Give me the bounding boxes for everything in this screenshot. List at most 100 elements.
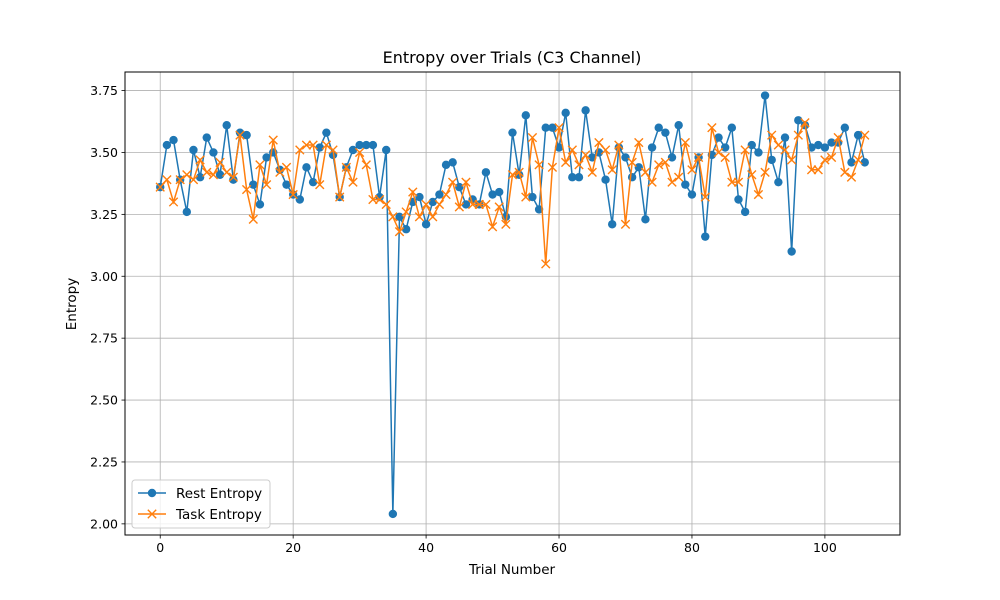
y-tick-label: 2.25 xyxy=(90,454,118,469)
data-point xyxy=(580,150,591,160)
data-point xyxy=(587,167,597,177)
data-point xyxy=(388,212,398,222)
y-tick-label: 3.25 xyxy=(90,207,118,222)
data-point xyxy=(527,132,538,143)
data-point xyxy=(428,212,438,222)
data-point xyxy=(308,140,318,150)
data-point xyxy=(660,157,671,168)
data-point xyxy=(261,179,272,190)
data-point xyxy=(687,190,697,199)
data-point xyxy=(574,160,584,170)
data-point xyxy=(288,189,298,200)
data-point xyxy=(222,121,231,130)
data-point xyxy=(235,128,245,137)
data-point xyxy=(760,167,770,177)
data-point xyxy=(568,173,577,182)
data-point xyxy=(321,140,332,150)
data-point xyxy=(315,143,324,152)
data-point xyxy=(494,202,504,212)
data-point xyxy=(368,140,378,150)
data-point xyxy=(760,91,770,100)
legend-swatch-marker xyxy=(147,509,157,519)
data-point xyxy=(328,145,338,155)
data-point xyxy=(215,157,225,168)
data-point xyxy=(747,140,756,150)
axis-ticks: 0 20 40 60 80 100 2.00 2.25 2.50 2.75 3.00 3.25 3.50… xyxy=(90,83,837,555)
data-point xyxy=(262,153,271,162)
data-point xyxy=(567,145,578,155)
data-point xyxy=(255,160,265,170)
data-point xyxy=(401,207,411,217)
data-point xyxy=(534,160,544,170)
data-point xyxy=(548,123,557,132)
data-point xyxy=(362,140,371,150)
data-point xyxy=(687,165,697,175)
data-point xyxy=(787,247,796,256)
data-point xyxy=(168,197,179,207)
data-point xyxy=(773,140,784,150)
data-point xyxy=(641,215,650,224)
data-point xyxy=(528,192,537,202)
data-point xyxy=(853,130,863,140)
data-point xyxy=(461,200,471,209)
data-point xyxy=(627,157,637,168)
data-point xyxy=(447,177,458,187)
data-point xyxy=(182,207,192,217)
data-point xyxy=(740,207,750,217)
data-point xyxy=(428,197,437,207)
data-point xyxy=(441,160,451,170)
data-point xyxy=(248,214,258,225)
series-task-entropy xyxy=(155,118,870,269)
x-tick-label: 100 xyxy=(813,540,837,555)
data-point xyxy=(634,137,644,148)
plot-area-frame xyxy=(124,71,901,536)
data-point xyxy=(681,180,690,189)
y-tick-label: 2.50 xyxy=(90,393,118,408)
x-tick-label: 40 xyxy=(418,540,434,555)
y-tick-label: 3.00 xyxy=(90,269,118,284)
data-point xyxy=(488,190,497,199)
data-point xyxy=(454,202,465,212)
data-point xyxy=(202,133,211,142)
data-point xyxy=(547,162,558,173)
data-point xyxy=(202,167,212,177)
data-point xyxy=(348,145,358,155)
grid-lines xyxy=(125,72,900,535)
data-point xyxy=(162,140,172,150)
data-point xyxy=(720,152,730,163)
data-point xyxy=(734,195,743,204)
data-point xyxy=(195,155,205,165)
data-point xyxy=(800,118,810,128)
legend-item: Task Entropy xyxy=(138,507,262,523)
data-point xyxy=(654,160,664,170)
data-point xyxy=(414,212,425,222)
data-point xyxy=(607,220,617,229)
data-point xyxy=(634,163,643,172)
data-point xyxy=(394,227,405,237)
data-point xyxy=(374,194,385,205)
data-point xyxy=(421,220,431,229)
data-point xyxy=(341,162,352,173)
data-point xyxy=(361,160,371,170)
data-point xyxy=(182,170,192,180)
data-point xyxy=(820,143,830,152)
legend-label: Rest Entropy xyxy=(176,486,262,502)
data-point xyxy=(707,123,717,133)
data-point xyxy=(487,222,498,232)
data-point xyxy=(560,157,571,168)
x-tick-label: 80 xyxy=(684,540,700,555)
data-point xyxy=(674,121,683,130)
data-point xyxy=(740,145,750,155)
data-point xyxy=(281,162,292,173)
data-point xyxy=(727,123,737,132)
data-point xyxy=(368,194,378,205)
data-point xyxy=(860,158,869,167)
data-point xyxy=(840,167,850,177)
data-point xyxy=(441,189,451,200)
data-point xyxy=(621,153,630,162)
data-point xyxy=(208,170,219,180)
data-point xyxy=(767,155,776,165)
data-point xyxy=(826,152,837,163)
data-point xyxy=(620,219,631,229)
